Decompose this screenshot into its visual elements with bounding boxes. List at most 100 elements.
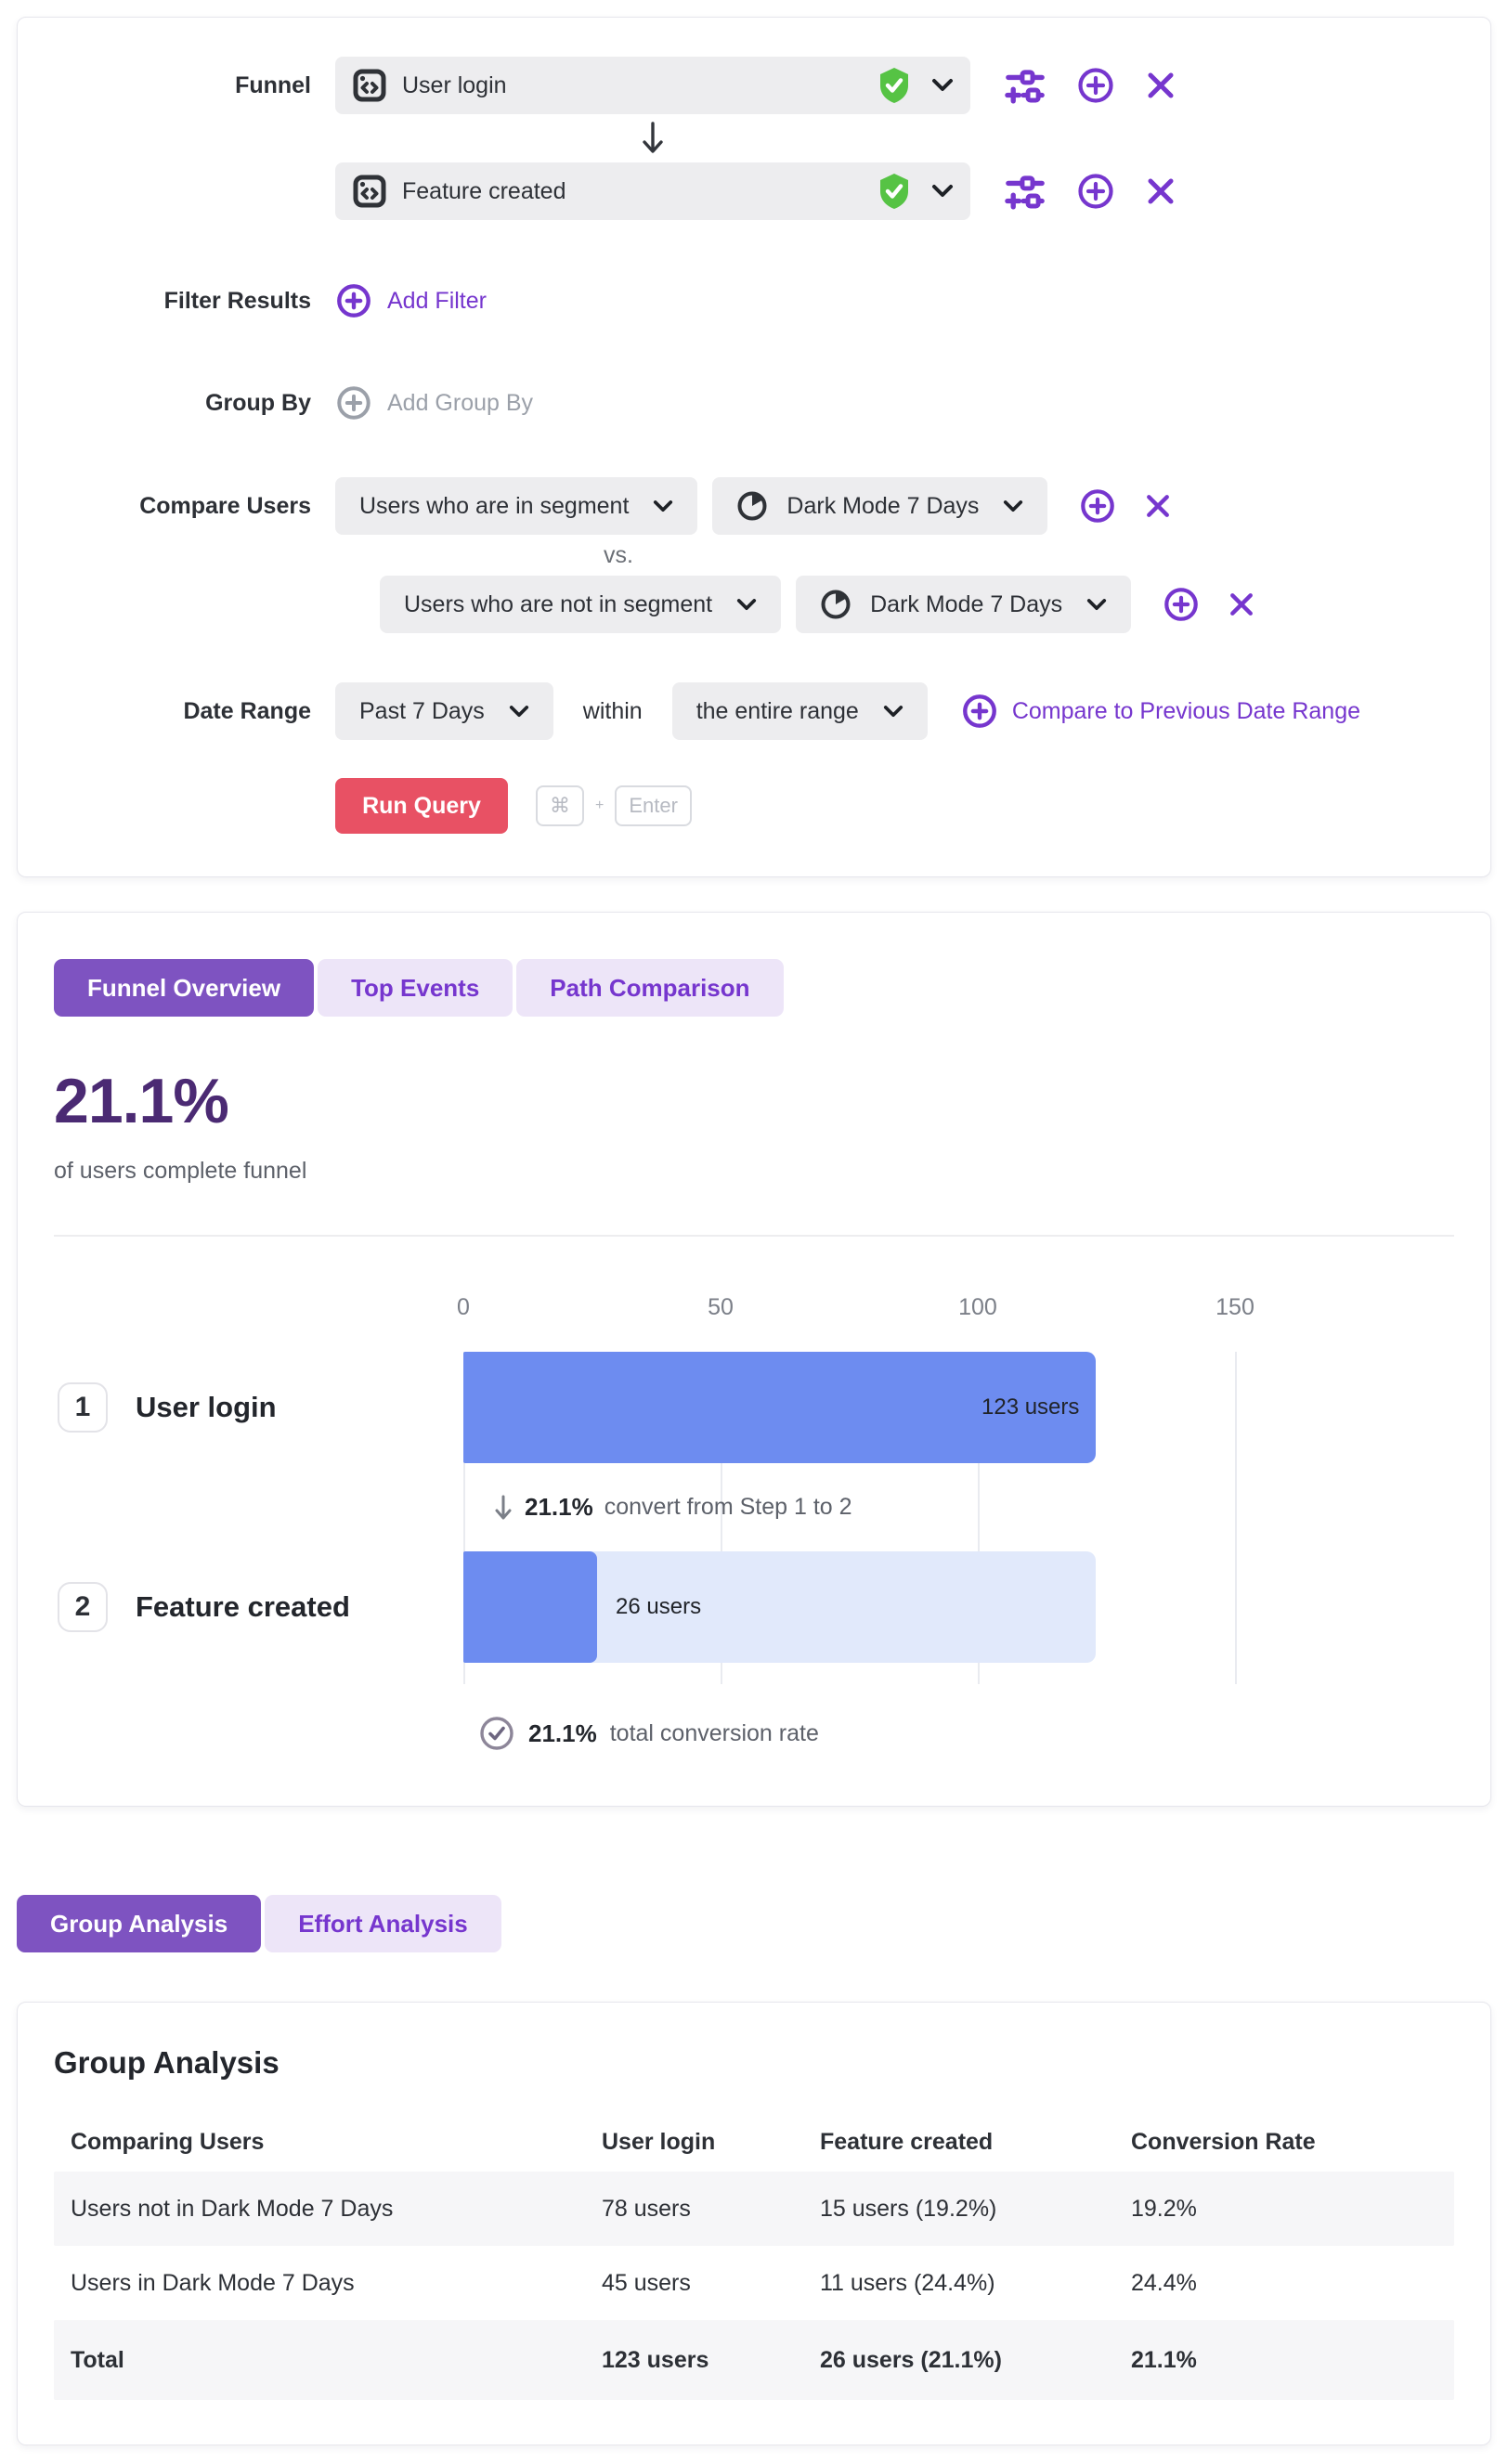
tab-path-comparison[interactable]: Path Comparison <box>516 959 784 1017</box>
compare-users-row-2: Users who are not in segment Dark Mode 7… <box>62 576 1446 633</box>
segment-value-dropdown[interactable]: Dark Mode 7 Days <box>712 477 1048 535</box>
gridline <box>978 1352 980 1684</box>
remove-step-icon[interactable] <box>1145 175 1176 207</box>
add-filter-label: Add Filter <box>387 287 487 314</box>
chevron-down-icon <box>509 705 529 719</box>
conversion-headline-caption: of users complete funnel <box>54 1158 307 1184</box>
funnel-step-connector <box>335 114 970 162</box>
code-event-icon <box>352 68 387 103</box>
plus-circle-icon <box>335 282 372 319</box>
date-window-dropdown[interactable]: the entire range <box>671 682 928 740</box>
x-axis: 0 50 100 150 <box>54 1259 1454 1352</box>
vs-row: vs. <box>62 535 1446 576</box>
table-cell: Users in Dark Mode 7 Days <box>71 2269 355 2296</box>
meta-keycap: ⌘ <box>536 785 584 826</box>
add-comparison-icon[interactable] <box>1079 487 1116 525</box>
table-cell: Users not in Dark Mode 7 Days <box>71 2195 394 2222</box>
add-group-by-button[interactable]: Add Group By <box>335 384 533 421</box>
funnel-chart: 0 50 100 150 1 User login 123 users <box>54 1259 1454 1752</box>
event-name: Feature created <box>402 177 566 204</box>
group-analysis-card: Group Analysis Comparing Users User logi… <box>17 2002 1491 2445</box>
divider <box>54 1235 1454 1237</box>
chevron-down-icon <box>931 184 954 199</box>
bar-step-1[interactable]: 123 users <box>463 1352 1097 1463</box>
table-cell: 26 users (21.1%) <box>820 2346 1002 2373</box>
table-row: Users in Dark Mode 7 Days 45 users 11 us… <box>54 2246 1454 2320</box>
conversion-headline: 21.1% <box>54 1066 229 1136</box>
group-analysis-table: Comparing Users User login Feature creat… <box>54 2112 1454 2400</box>
segment-selector-value: Users who are in segment <box>359 492 630 519</box>
table-cell: 45 users <box>602 2269 691 2296</box>
date-range-label: Date Range <box>183 697 311 724</box>
funnel-step-row-2: Feature created <box>62 162 1446 220</box>
chevron-down-icon <box>653 499 673 513</box>
bar-step-2-track[interactable]: 26 users <box>463 1551 1097 1663</box>
results-tabs: Funnel Overview Top Events Path Comparis… <box>54 959 1454 1017</box>
configure-filters-icon[interactable] <box>1004 66 1046 105</box>
step-conversion-value: 21.1% <box>525 1493 593 1521</box>
vs-label: vs. <box>604 541 633 568</box>
tab-funnel-overview[interactable]: Funnel Overview <box>54 959 315 1017</box>
funnel-step-1: 1 User login 123 users <box>54 1352 1454 1463</box>
query-builder-card: Funnel User login <box>17 17 1491 877</box>
date-range-row: Date Range Past 7 Days within the entire… <box>62 682 1446 740</box>
bar-value-label: 26 users <box>616 1594 702 1619</box>
gridline <box>1235 1352 1237 1684</box>
gridline <box>463 1352 465 1684</box>
within-label: within <box>582 697 643 724</box>
run-query-button[interactable]: Run Query <box>335 778 508 834</box>
column-header: Conversion Rate <box>1131 2128 1316 2155</box>
compare-previous-range-button[interactable]: Compare to Previous Date Range <box>961 693 1360 730</box>
verified-shield-icon <box>878 173 911 210</box>
code-event-icon <box>352 174 387 209</box>
date-range-dropdown[interactable]: Past 7 Days <box>335 682 553 740</box>
page: Funnel User login <box>0 17 1508 2464</box>
chevron-down-icon <box>883 705 904 719</box>
configure-filters-icon[interactable] <box>1004 172 1046 211</box>
table-row: Users not in Dark Mode 7 Days 78 users 1… <box>54 2172 1454 2246</box>
bar-value-label: 123 users <box>982 1394 1080 1420</box>
analysis-tabs: Group Analysis Effort Analysis <box>17 1895 1508 1952</box>
segment-name: Dark Mode 7 Days <box>870 590 1063 617</box>
remove-comparison-icon[interactable] <box>1228 590 1255 618</box>
add-comparison-icon[interactable] <box>1163 586 1200 623</box>
compare-users-label: Compare Users <box>139 492 311 519</box>
add-step-icon[interactable] <box>1076 172 1115 211</box>
chevron-down-icon <box>1086 598 1107 612</box>
segment-selector-dropdown[interactable]: Users who are not in segment <box>380 576 782 633</box>
step-conversion-text: convert from Step 1 to 2 <box>604 1494 852 1520</box>
event-select-step-2[interactable]: Feature created <box>335 162 970 220</box>
compare-previous-range-label: Compare to Previous Date Range <box>1011 697 1361 724</box>
step-number-badge: 2 <box>58 1582 108 1632</box>
tab-effort-analysis[interactable]: Effort Analysis <box>265 1895 501 1952</box>
column-header: Feature created <box>820 2128 994 2155</box>
column-header: User login <box>602 2128 716 2155</box>
gridline <box>721 1352 722 1684</box>
run-query-row: Run Query ⌘ + Enter <box>62 778 1446 834</box>
shortcut-plus: + <box>595 798 604 813</box>
segment-value-dropdown[interactable]: Dark Mode 7 Days <box>796 576 1132 633</box>
remove-step-icon[interactable] <box>1145 70 1176 101</box>
segment-pie-icon <box>820 589 852 620</box>
add-filter-button[interactable]: Add Filter <box>335 282 487 319</box>
table-cell: 24.4% <box>1131 2269 1197 2296</box>
table-total-row: Total 123 users 26 users (21.1%) 21.1% <box>54 2320 1454 2400</box>
segment-name: Dark Mode 7 Days <box>786 492 980 519</box>
segment-pie-icon <box>736 490 768 522</box>
step-number-badge: 1 <box>58 1382 108 1433</box>
add-step-icon[interactable] <box>1076 66 1115 105</box>
plus-circle-icon <box>961 693 998 730</box>
segment-selector-dropdown[interactable]: Users who are in segment <box>335 477 698 535</box>
tab-group-analysis[interactable]: Group Analysis <box>17 1895 262 1952</box>
group-by-row: Group By Add Group By <box>62 382 1446 424</box>
group-by-label: Group By <box>205 389 311 416</box>
table-cell: 123 users <box>602 2346 709 2373</box>
tab-top-events[interactable]: Top Events <box>318 959 514 1017</box>
funnel-step-row-1: Funnel User login <box>62 57 1446 114</box>
segment-selector-value: Users who are not in segment <box>404 590 713 617</box>
axis-tick-label: 150 <box>1216 1294 1254 1320</box>
event-select-step-1[interactable]: User login <box>335 57 970 114</box>
table-cell: 11 users (24.4%) <box>820 2269 995 2296</box>
table-cell: 21.1% <box>1131 2346 1197 2373</box>
remove-comparison-icon[interactable] <box>1144 492 1172 520</box>
